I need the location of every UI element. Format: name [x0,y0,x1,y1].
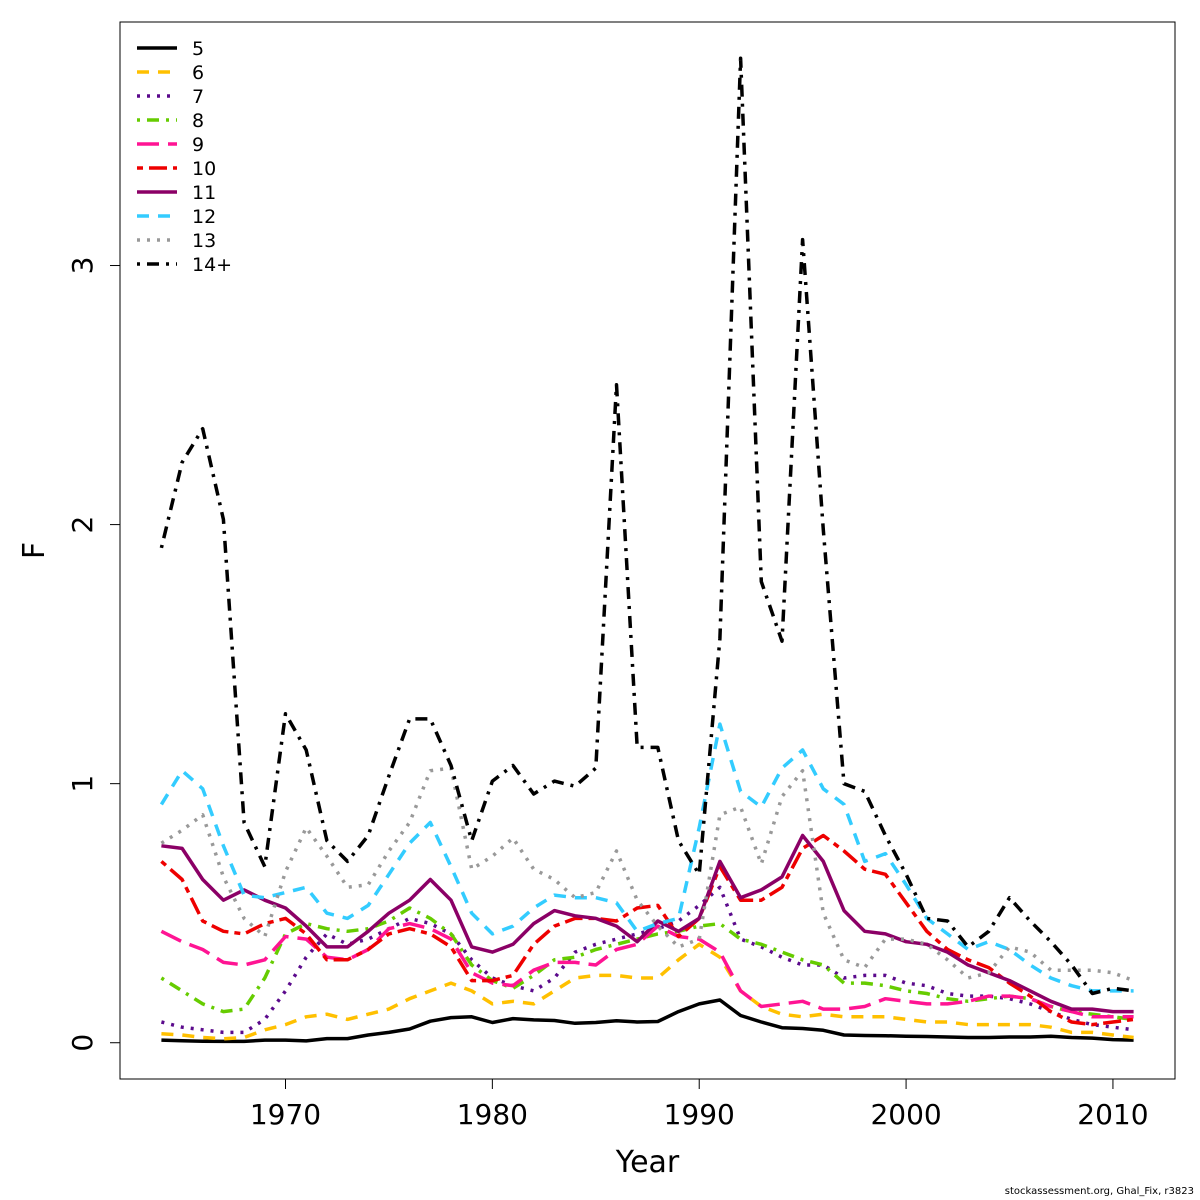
x-tick-label: 1980 [457,1098,528,1131]
x-axis-title: Year [615,1145,680,1180]
series-line-9 [160,766,1135,983]
legend-label: 9 [192,134,204,156]
series-line-2 [161,942,1134,1041]
y-axis-title: F [17,542,52,559]
legend-label: 13 [192,230,216,252]
series-line-10 [159,56,1134,996]
credit-text: stockassessment.org, Ghal_Fix, r3823 [1004,1186,1194,1197]
series-lines [159,56,1135,1044]
plot-frame [119,21,1176,1080]
x-tick-label: 1990 [664,1098,735,1131]
series-line-7 [161,833,1134,1014]
legend-label: 14+ [192,254,232,276]
legend-label: 12 [192,206,216,228]
series-line-8 [159,722,1134,993]
y-tick-label: 2 [66,516,99,534]
series-line-5 [160,921,1134,1019]
x-axis: 1970 1980 1990 2000 2010 [250,1078,1149,1131]
legend-label: 6 [192,62,204,84]
legend-label: 8 [192,110,204,132]
y-tick-label: 0 [66,1034,99,1052]
x-tick-label: 2010 [1077,1098,1148,1131]
legend-label: 7 [192,86,204,108]
y-axis: 0 1 2 3 [66,257,121,1052]
legend-label: 11 [192,182,216,204]
series-line-3 [160,885,1134,1035]
x-tick-label: 1970 [250,1098,321,1131]
series-line-1 [161,998,1134,1044]
y-tick-label: 1 [66,775,99,793]
y-tick-label: 3 [66,257,99,275]
legend-label: 5 [192,38,204,60]
series-line-6 [160,833,1134,1027]
x-tick-label: 2000 [870,1098,941,1131]
legend-label: 10 [192,158,216,180]
